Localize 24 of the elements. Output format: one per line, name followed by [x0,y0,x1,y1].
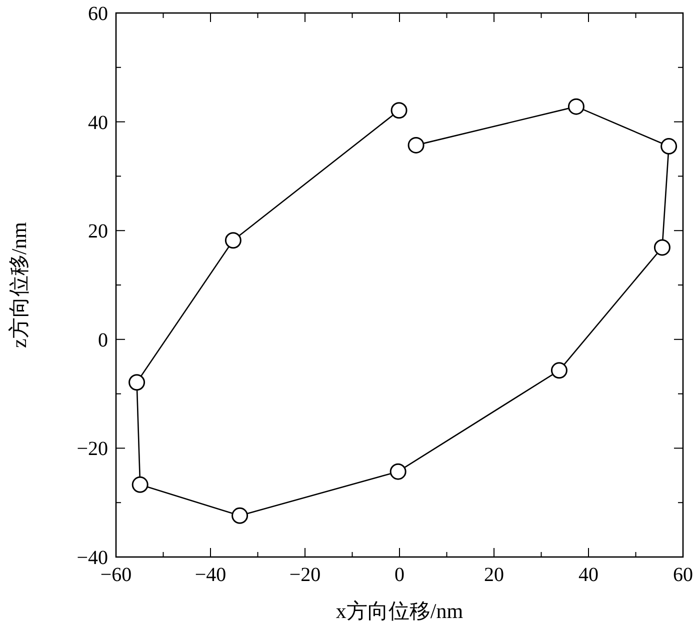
point [232,507,248,524]
y-tick-label: 40 [88,112,108,134]
y-tick-label: 20 [88,220,108,243]
x-tick-label: 0 [394,564,404,586]
point [132,476,148,493]
point [390,102,408,119]
point [224,232,242,249]
x-tick-label: 20 [484,564,504,586]
y-tick-label: 60 [88,3,108,25]
x-tick-label: −40 [194,564,226,586]
point [654,239,670,256]
x-tick-label: 40 [578,564,598,586]
point [568,98,584,115]
y-tick-label: 0 [98,329,108,352]
y-tick-label: −20 [76,438,108,460]
point [660,138,678,155]
point [390,463,406,480]
x-axis-title: x方向位移/nm [336,599,464,623]
point [128,374,146,391]
x-tick-label: 60 [673,564,693,586]
x-tick-label: −20 [289,564,321,586]
y-axis-title: z方向位移/nm [7,222,31,348]
point [550,362,568,379]
point [408,136,424,154]
